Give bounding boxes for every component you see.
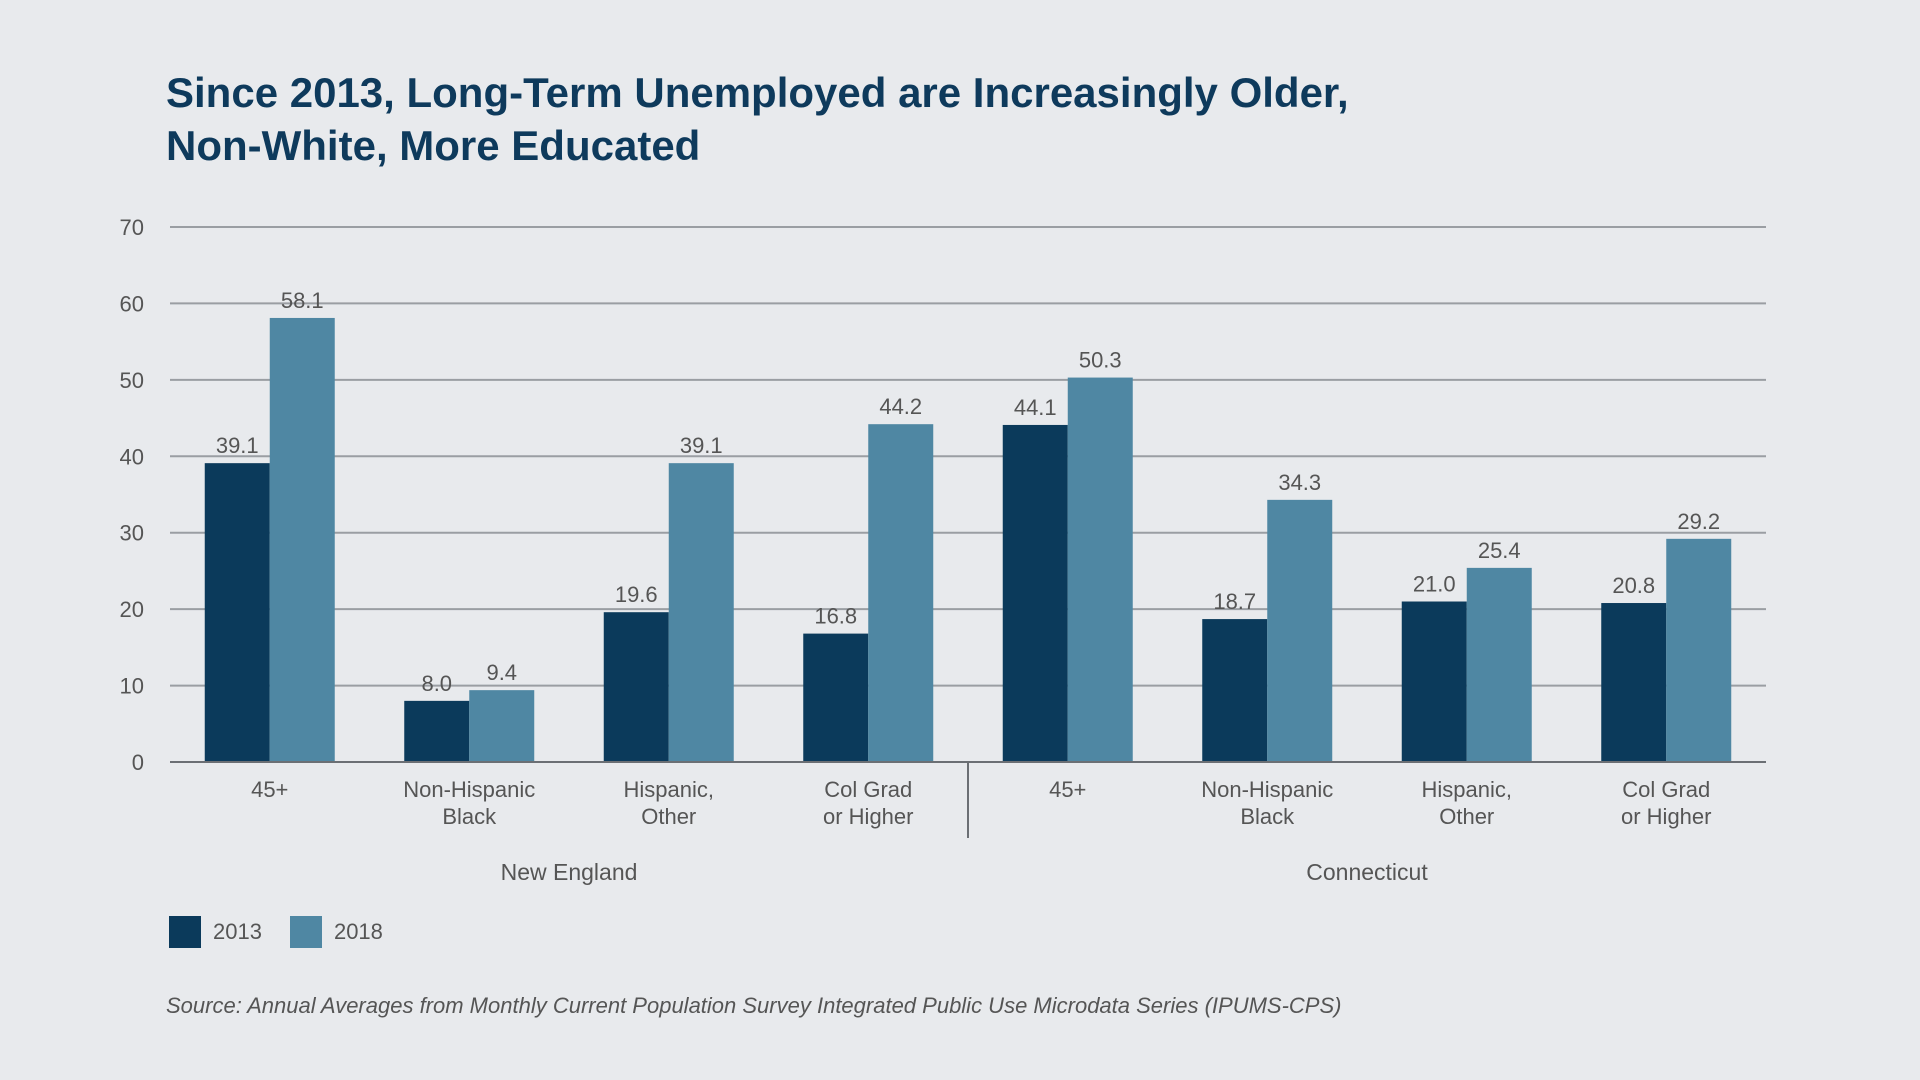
data-label: 25.4 — [1478, 538, 1521, 563]
y-tick-label: 10 — [120, 674, 144, 699]
title-line-1: Since 2013, Long-Term Unemployed are Inc… — [166, 69, 1349, 116]
x-tick-label: Other — [641, 804, 696, 829]
bar-chart: 0 10 20 30 40 50 60 70 39.1 58.1 45+ 8.0 9.4 Non-Hisp… — [120, 215, 1766, 885]
data-label: 29.2 — [1677, 509, 1720, 534]
bar-2013 — [204, 463, 270, 762]
data-label: 9.4 — [486, 660, 517, 685]
bar-2018 — [1067, 377, 1133, 762]
data-label: 18.7 — [1213, 589, 1256, 614]
y-tick-label: 20 — [120, 597, 144, 622]
bar-2013 — [404, 700, 470, 762]
bar-2013 — [1601, 603, 1667, 762]
data-label: 16.8 — [814, 604, 857, 629]
y-tick-label: 30 — [120, 521, 144, 546]
group-label: Connecticut — [1306, 859, 1428, 885]
x-tick-label: or Higher — [823, 804, 913, 829]
group-label: New England — [501, 859, 638, 885]
x-tick-label: Other — [1439, 804, 1494, 829]
data-label: 8.0 — [421, 671, 452, 696]
bar-2018 — [1466, 567, 1532, 762]
x-tick-label: Hispanic, — [1422, 777, 1512, 802]
legend-item-2018: 2018 — [289, 916, 383, 948]
bar-2013 — [603, 612, 669, 762]
x-tick-label: Non-Hispanic — [1201, 777, 1333, 802]
data-label: 50.3 — [1079, 348, 1122, 373]
y-tick-label: 60 — [120, 291, 144, 316]
bar-2018 — [1267, 499, 1333, 762]
y-tick-label: 40 — [120, 444, 144, 469]
bar-2013 — [1202, 619, 1268, 762]
data-label: 34.3 — [1278, 470, 1321, 495]
x-tick-label: Col Grad — [824, 777, 912, 802]
x-tick-label: Col Grad — [1622, 777, 1710, 802]
bar-2018 — [668, 463, 734, 762]
x-tick-label: Hispanic, — [624, 777, 714, 802]
legend-label-2018: 2018 — [333, 919, 383, 944]
y-tick-label: 70 — [120, 215, 144, 240]
bar-2013 — [1002, 424, 1068, 762]
x-tick-label: Black — [1240, 804, 1295, 829]
source-note: Source: Annual Averages from Monthly Cur… — [166, 993, 1342, 1018]
data-label: 39.1 — [680, 433, 723, 458]
x-tick-label: or Higher — [1621, 804, 1711, 829]
bar-2013 — [1401, 601, 1467, 762]
data-label: 44.1 — [1014, 395, 1057, 420]
x-tick-label: 45+ — [251, 777, 288, 802]
data-label: 21.0 — [1413, 572, 1456, 597]
x-tick-label: Black — [442, 804, 497, 829]
legend-label-2013: 2013 — [213, 919, 262, 944]
bar-2018 — [1666, 538, 1732, 762]
chart-title: Since 2013, Long-Term Unemployed are Inc… — [166, 66, 1666, 172]
y-tick-label: 50 — [120, 368, 144, 393]
title-line-2: Non-White, More Educated — [166, 122, 701, 169]
y-tick-label: 0 — [132, 750, 144, 775]
data-label: 20.8 — [1612, 573, 1655, 598]
data-label: 44.2 — [879, 394, 922, 419]
data-label: 19.6 — [615, 582, 658, 607]
data-label: 39.1 — [216, 433, 259, 458]
bar-2018 — [269, 317, 335, 762]
x-tick-label: Non-Hispanic — [403, 777, 535, 802]
legend-item-2013: 2013 — [169, 916, 262, 948]
legend-swatch-2018 — [289, 916, 322, 948]
legend: 2013 2018 — [169, 916, 411, 948]
bar-2018 — [868, 424, 934, 762]
bar-2018 — [469, 690, 535, 762]
x-tick-label: 45+ — [1049, 777, 1086, 802]
data-label: 58.1 — [281, 288, 324, 313]
legend-swatch-2013 — [169, 916, 201, 948]
bar-2013 — [803, 633, 869, 762]
